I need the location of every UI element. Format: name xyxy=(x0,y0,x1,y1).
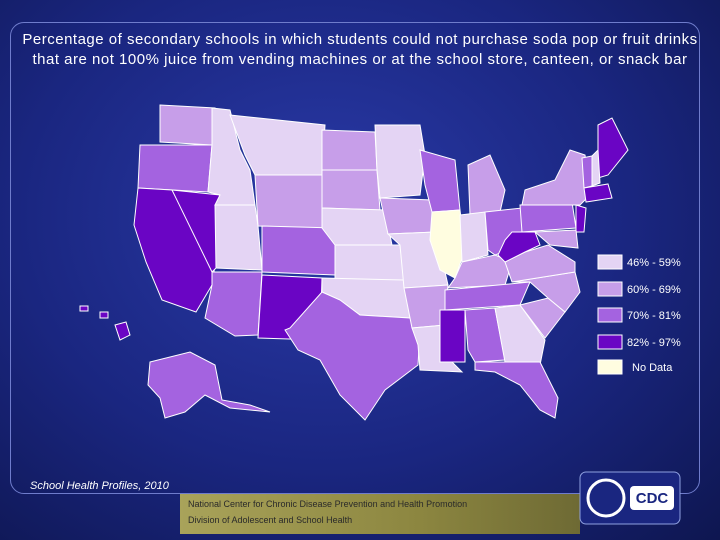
state xyxy=(591,148,601,187)
footer-line: National Center for Chronic Disease Prev… xyxy=(188,499,468,509)
state xyxy=(497,231,541,263)
legend-label: 60% - 69% xyxy=(627,284,681,296)
state xyxy=(159,104,216,146)
title: Percentage of secondary schools in which… xyxy=(22,31,698,68)
state xyxy=(321,129,378,171)
state xyxy=(114,321,131,341)
state xyxy=(334,244,405,281)
logo: CDC xyxy=(579,471,681,525)
state xyxy=(379,197,437,235)
state xyxy=(583,183,613,203)
state xyxy=(321,207,393,246)
state xyxy=(464,307,506,363)
state xyxy=(204,271,263,337)
state xyxy=(581,155,593,189)
legend-swatch xyxy=(597,359,623,375)
state xyxy=(254,174,323,229)
state xyxy=(79,305,89,312)
state xyxy=(374,124,426,199)
state xyxy=(494,304,546,366)
state xyxy=(214,204,263,271)
state xyxy=(137,144,213,193)
logo-plate xyxy=(630,486,674,510)
state xyxy=(474,361,559,419)
legend-swatch xyxy=(597,307,623,323)
state xyxy=(321,169,381,211)
state xyxy=(99,311,109,319)
legend-label: 82% - 97% xyxy=(627,337,681,349)
source: School Health Profiles, 2010 xyxy=(30,480,169,492)
logo-emblem xyxy=(586,478,626,518)
state xyxy=(261,225,336,276)
footer-line: Division of Adolescent and School Health xyxy=(188,515,353,525)
state xyxy=(147,351,271,419)
state xyxy=(533,229,579,249)
state xyxy=(467,154,506,216)
state xyxy=(575,204,587,233)
state xyxy=(284,291,421,421)
state xyxy=(439,309,466,363)
legend-swatch xyxy=(597,281,623,297)
frame xyxy=(10,22,700,494)
legend-label: 70% - 81% xyxy=(627,310,681,322)
state xyxy=(521,149,591,206)
footer-bar: National Center for Chronic Disease Prev… xyxy=(180,494,580,534)
legend-label: No Data xyxy=(632,362,673,374)
legend-swatch xyxy=(597,254,623,270)
state xyxy=(519,201,577,233)
state xyxy=(459,211,489,263)
state xyxy=(597,117,629,179)
logo-text: CDC xyxy=(636,490,669,507)
legend-label: 46% - 59% xyxy=(627,257,681,269)
legend-swatch xyxy=(597,334,623,350)
